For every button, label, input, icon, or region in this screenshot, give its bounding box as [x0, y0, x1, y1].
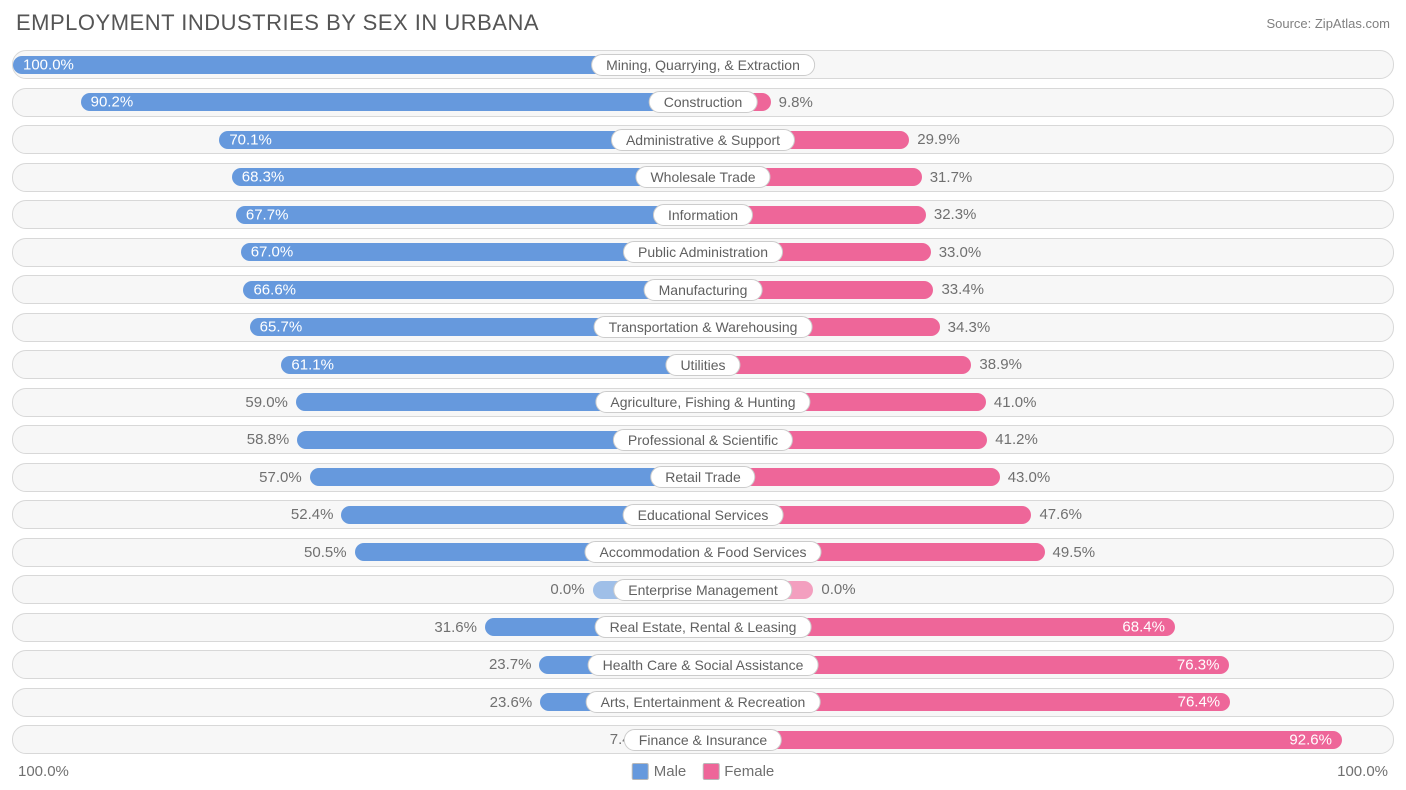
chart-row: 52.4% 47.6% Educational Services [12, 500, 1394, 529]
industry-label: Accommodation & Food Services [585, 541, 822, 563]
male-value: 90.2% [91, 94, 134, 111]
legend-female-label: Female [724, 763, 774, 780]
female-value: 29.9% [917, 131, 960, 148]
male-value: 67.7% [246, 206, 289, 223]
industry-label: Educational Services [623, 504, 784, 526]
industry-label: Mining, Quarrying, & Extraction [591, 54, 815, 76]
male-value: 67.0% [251, 244, 294, 261]
male-bar: 61.1% [281, 356, 703, 374]
chart-row: 57.0% 43.0% Retail Trade [12, 463, 1394, 492]
legend-item-female: Female [702, 763, 774, 780]
female-value: 76.4% [1178, 694, 1221, 711]
industry-label: Real Estate, Rental & Leasing [595, 616, 812, 638]
industry-label: Administrative & Support [611, 129, 795, 151]
chart-row: 67.0% 33.0% Public Administration [12, 238, 1394, 267]
chart-footer: 100.0% Male Female 100.0% [12, 763, 1394, 780]
female-value: 31.7% [930, 169, 973, 186]
chart-row: 66.6% 33.4% Manufacturing [12, 275, 1394, 304]
male-value: 100.0% [23, 56, 74, 73]
male-bar: 90.2% [81, 93, 703, 111]
industry-label: Arts, Entertainment & Recreation [586, 691, 821, 713]
male-bar: 67.7% [236, 206, 703, 224]
male-value: 65.7% [260, 319, 303, 336]
female-value: 41.2% [995, 431, 1038, 448]
chart-row: 7.4%92.6%Finance & Insurance [12, 725, 1394, 754]
chart-row: 100.0%0.0%Mining, Quarrying, & Extractio… [12, 50, 1394, 79]
industry-label: Public Administration [623, 241, 783, 263]
industry-label: Manufacturing [644, 279, 763, 301]
industry-label: Agriculture, Fishing & Hunting [595, 391, 810, 413]
chart-row: 68.3% 31.7% Wholesale Trade [12, 163, 1394, 192]
female-value: 41.0% [994, 394, 1037, 411]
male-value: 31.6% [434, 619, 477, 636]
chart-row: 23.6% 76.4% Arts, Entertainment & Recreati… [12, 688, 1394, 717]
diverging-bar-chart: 100.0% 0.0% Mining, Quarrying, & Extractio… [12, 50, 1394, 754]
industry-label: Finance & Insurance [624, 729, 782, 751]
male-bar: 66.6% [243, 281, 703, 299]
industry-label: Utilities [665, 354, 740, 376]
male-value: 57.0% [259, 469, 302, 486]
female-bar: 92.6% [703, 731, 1342, 749]
chart-row: 67.7% 32.3% Information [12, 200, 1394, 229]
chart-row: 23.7% 76.3% Health Care & Social Assistanc… [12, 650, 1394, 679]
industry-label: Enterprise Management [613, 579, 792, 601]
male-value: 23.6% [490, 694, 533, 711]
legend-male-label: Male [654, 763, 687, 780]
female-value: 47.6% [1039, 506, 1082, 523]
female-swatch-icon [702, 763, 719, 780]
chart-row: 61.1% 38.9% Utilities [12, 350, 1394, 379]
legend-item-male: Male [632, 763, 687, 780]
chart-source: Source: ZipAtlas.com [1266, 16, 1390, 31]
female-value: 92.6% [1289, 731, 1332, 748]
chart-row: 31.6% 68.4% Real Estate, Rental & Leasing [12, 613, 1394, 642]
male-value: 70.1% [229, 131, 272, 148]
industry-label: Wholesale Trade [635, 166, 770, 188]
industry-label: Professional & Scientific [613, 429, 793, 451]
chart-row: 65.7% 34.3% Transportation & Warehousing [12, 313, 1394, 342]
female-bar [703, 356, 971, 374]
male-value: 66.6% [253, 281, 296, 298]
industry-label: Health Care & Social Assistance [588, 654, 819, 676]
axis-left-label: 100.0% [18, 763, 703, 780]
male-bar [310, 468, 703, 486]
male-value: 59.0% [245, 394, 288, 411]
male-value: 68.3% [242, 169, 285, 186]
male-value: 61.1% [291, 356, 334, 373]
chart-row: 70.1% 29.9% Administrative & Support [12, 125, 1394, 154]
female-value: 38.9% [979, 356, 1022, 373]
chart-title: EMPLOYMENT INDUSTRIES BY SEX IN URBANA [16, 10, 539, 36]
male-bar: 68.3% [232, 168, 703, 186]
female-value: 32.3% [934, 206, 977, 223]
female-value: 43.0% [1008, 469, 1051, 486]
male-value: 52.4% [291, 506, 334, 523]
male-value: 0.0% [550, 581, 584, 598]
female-value: 9.8% [779, 94, 813, 111]
female-value: 68.4% [1122, 619, 1165, 636]
industry-label: Information [653, 204, 753, 226]
industry-label: Retail Trade [650, 466, 755, 488]
chart-row: 0.0% 0.0% Enterprise Management [12, 575, 1394, 604]
male-value: 58.8% [247, 431, 290, 448]
chart-row: 58.8% 41.2% Professional & Scientific [12, 425, 1394, 454]
female-value: 33.0% [939, 244, 982, 261]
chart-row: 90.2% 9.8% Construction [12, 88, 1394, 117]
female-value: 49.5% [1053, 544, 1096, 561]
female-value: 34.3% [948, 319, 991, 336]
male-swatch-icon [632, 763, 649, 780]
chart-header: EMPLOYMENT INDUSTRIES BY SEX IN URBANA S… [12, 10, 1394, 36]
industry-label: Construction [649, 91, 758, 113]
female-value: 76.3% [1177, 656, 1220, 673]
chart-row: 50.5% 49.5% Accommodation & Food Services [12, 538, 1394, 567]
chart-row: 59.0% 41.0% Agriculture, Fishing & Hunting [12, 388, 1394, 417]
chart-legend: Male Female [632, 763, 775, 780]
industry-label: Transportation & Warehousing [594, 316, 813, 338]
female-value: 33.4% [941, 281, 984, 298]
male-value: 23.7% [489, 656, 532, 673]
axis-right-label: 100.0% [703, 763, 1388, 780]
female-value: 0.0% [821, 581, 855, 598]
male-value: 50.5% [304, 544, 347, 561]
